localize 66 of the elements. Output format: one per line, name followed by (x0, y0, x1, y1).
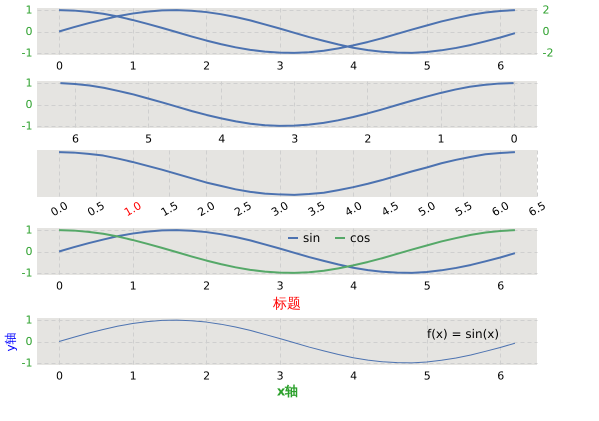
x-tick-label: 1.0 (122, 199, 144, 220)
y-tick-label: -1 (22, 266, 32, 280)
x-tick-label: 2 (203, 280, 210, 292)
annotation: f(x) = sin(x) (427, 327, 500, 341)
x-tick-label: 3 (276, 280, 284, 292)
x-tick-label: 1 (438, 132, 445, 146)
x-tick-label: 4.0 (342, 199, 364, 220)
x-tick-label: 0.0 (48, 199, 70, 220)
x-tick-label: 4 (350, 370, 358, 382)
x-tick-label: 6 (497, 60, 504, 72)
x-tick-label: 1 (130, 280, 137, 292)
x-tick-label: 4 (350, 280, 358, 292)
x-tick-label: 6.5 (526, 199, 548, 220)
x-tick-label: 0 (56, 370, 64, 382)
y2-tick-label: 0 (542, 25, 550, 38)
x-tick-label: 2.5 (232, 199, 254, 220)
x-tick-label: 5.5 (452, 199, 475, 220)
x-tick-label: 6 (72, 132, 80, 146)
x-tick-label: 6 (497, 370, 504, 382)
y-tick-label: 1 (26, 76, 32, 90)
y-tick-label: 0 (26, 25, 32, 38)
x-tick-label: 6.0 (490, 199, 512, 220)
x-tick-label: 3.0 (269, 199, 291, 220)
x-tick-label: 3 (276, 60, 284, 72)
line-series (58, 320, 516, 364)
x-tick-label: 5 (424, 60, 431, 72)
x-tick-label: 1.5 (158, 199, 180, 220)
x-tick-label: 2.0 (196, 199, 218, 220)
x-tick-label: 2 (203, 60, 210, 72)
x-tick-label: 3 (276, 370, 284, 382)
x-tick-label: 1 (130, 370, 137, 382)
y2-tick-label: -2 (542, 46, 554, 60)
y-axis-title: y轴 (4, 332, 18, 352)
y-tick-label: -1 (22, 119, 32, 132)
x-tick-label: 2 (364, 132, 372, 146)
x-tick-label: 0 (510, 132, 518, 146)
legend-label: cos (350, 231, 370, 245)
y-tick-label: 1 (26, 314, 32, 327)
y-tick-label: 0 (26, 245, 32, 258)
y2-tick-label: 2 (542, 4, 550, 17)
y-tick-label: -1 (22, 46, 32, 60)
x-tick-label: 0 (56, 60, 64, 72)
line-series (58, 229, 516, 274)
x-tick-label: 3 (291, 132, 298, 146)
y-tick-label: 1 (26, 224, 32, 237)
x-tick-label: 3.5 (306, 199, 328, 220)
chart-title: 标题 (272, 296, 301, 312)
y-tick-label: -1 (22, 356, 32, 370)
x-tick-label: 5 (424, 370, 431, 382)
x-tick-label: 6 (497, 280, 504, 292)
line-series (58, 9, 516, 54)
x-tick-label: 4 (218, 132, 226, 146)
x-tick-label: 1 (130, 60, 137, 72)
x-tick-label: 5 (145, 132, 152, 146)
x-tick-label: 4 (350, 60, 358, 72)
x-tick-label: 0 (56, 280, 64, 292)
x-axis-title: x轴 (276, 384, 298, 400)
x-tick-label: 0.5 (85, 199, 107, 220)
y-tick-label: 0 (26, 335, 32, 348)
x-tick-label: 5 (424, 280, 431, 292)
x-tick-label: 2 (203, 370, 210, 382)
legend-label: sin (303, 231, 320, 245)
y-tick-label: 1 (26, 4, 32, 17)
x-tick-label: 4.5 (379, 199, 402, 220)
y-tick-label: 0 (26, 98, 32, 111)
x-tick-label: 5.0 (416, 199, 438, 220)
